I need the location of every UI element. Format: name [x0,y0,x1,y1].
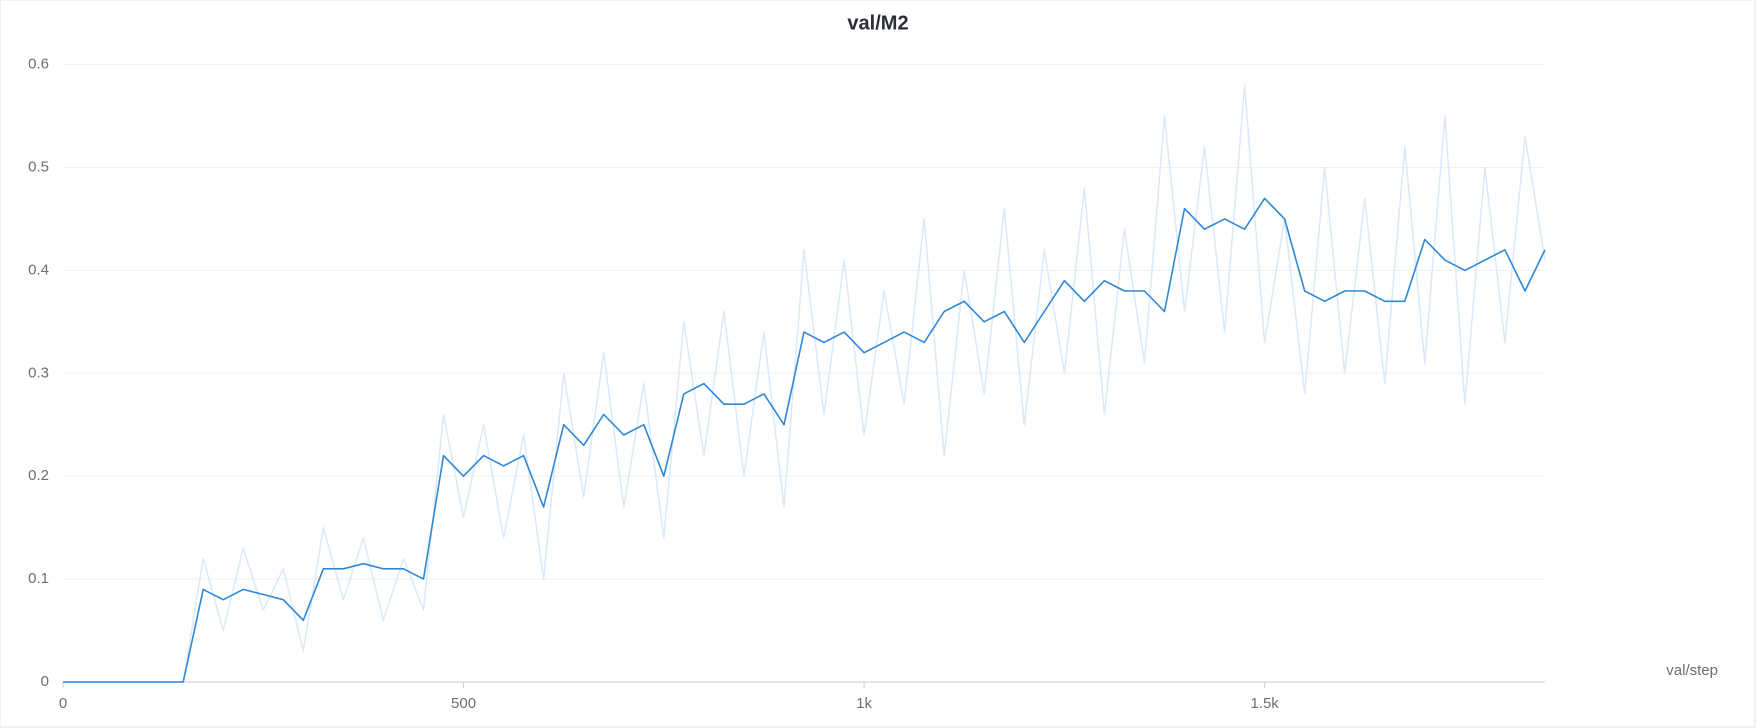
y-tick-label: 0.1 [28,570,49,587]
y-tick-label: 0.6 [28,56,49,73]
x-tick-label: 0 [59,695,67,712]
series-line [63,84,1546,683]
x-tick-label: 500 [451,695,476,712]
y-tick-label: 0 [41,673,49,690]
chart-title: val/M2 [847,12,908,34]
y-tick-label: 0.4 [28,261,49,278]
x-axis-label: val/step [1666,662,1718,679]
x-tick-label: 1.5k [1250,695,1279,712]
y-tick-label: 0.5 [28,158,49,175]
y-tick-label: 0.3 [28,364,49,381]
y-tick-label: 0.2 [28,467,49,484]
series-line [63,197,1546,683]
x-tick-label: 1k [856,695,872,712]
